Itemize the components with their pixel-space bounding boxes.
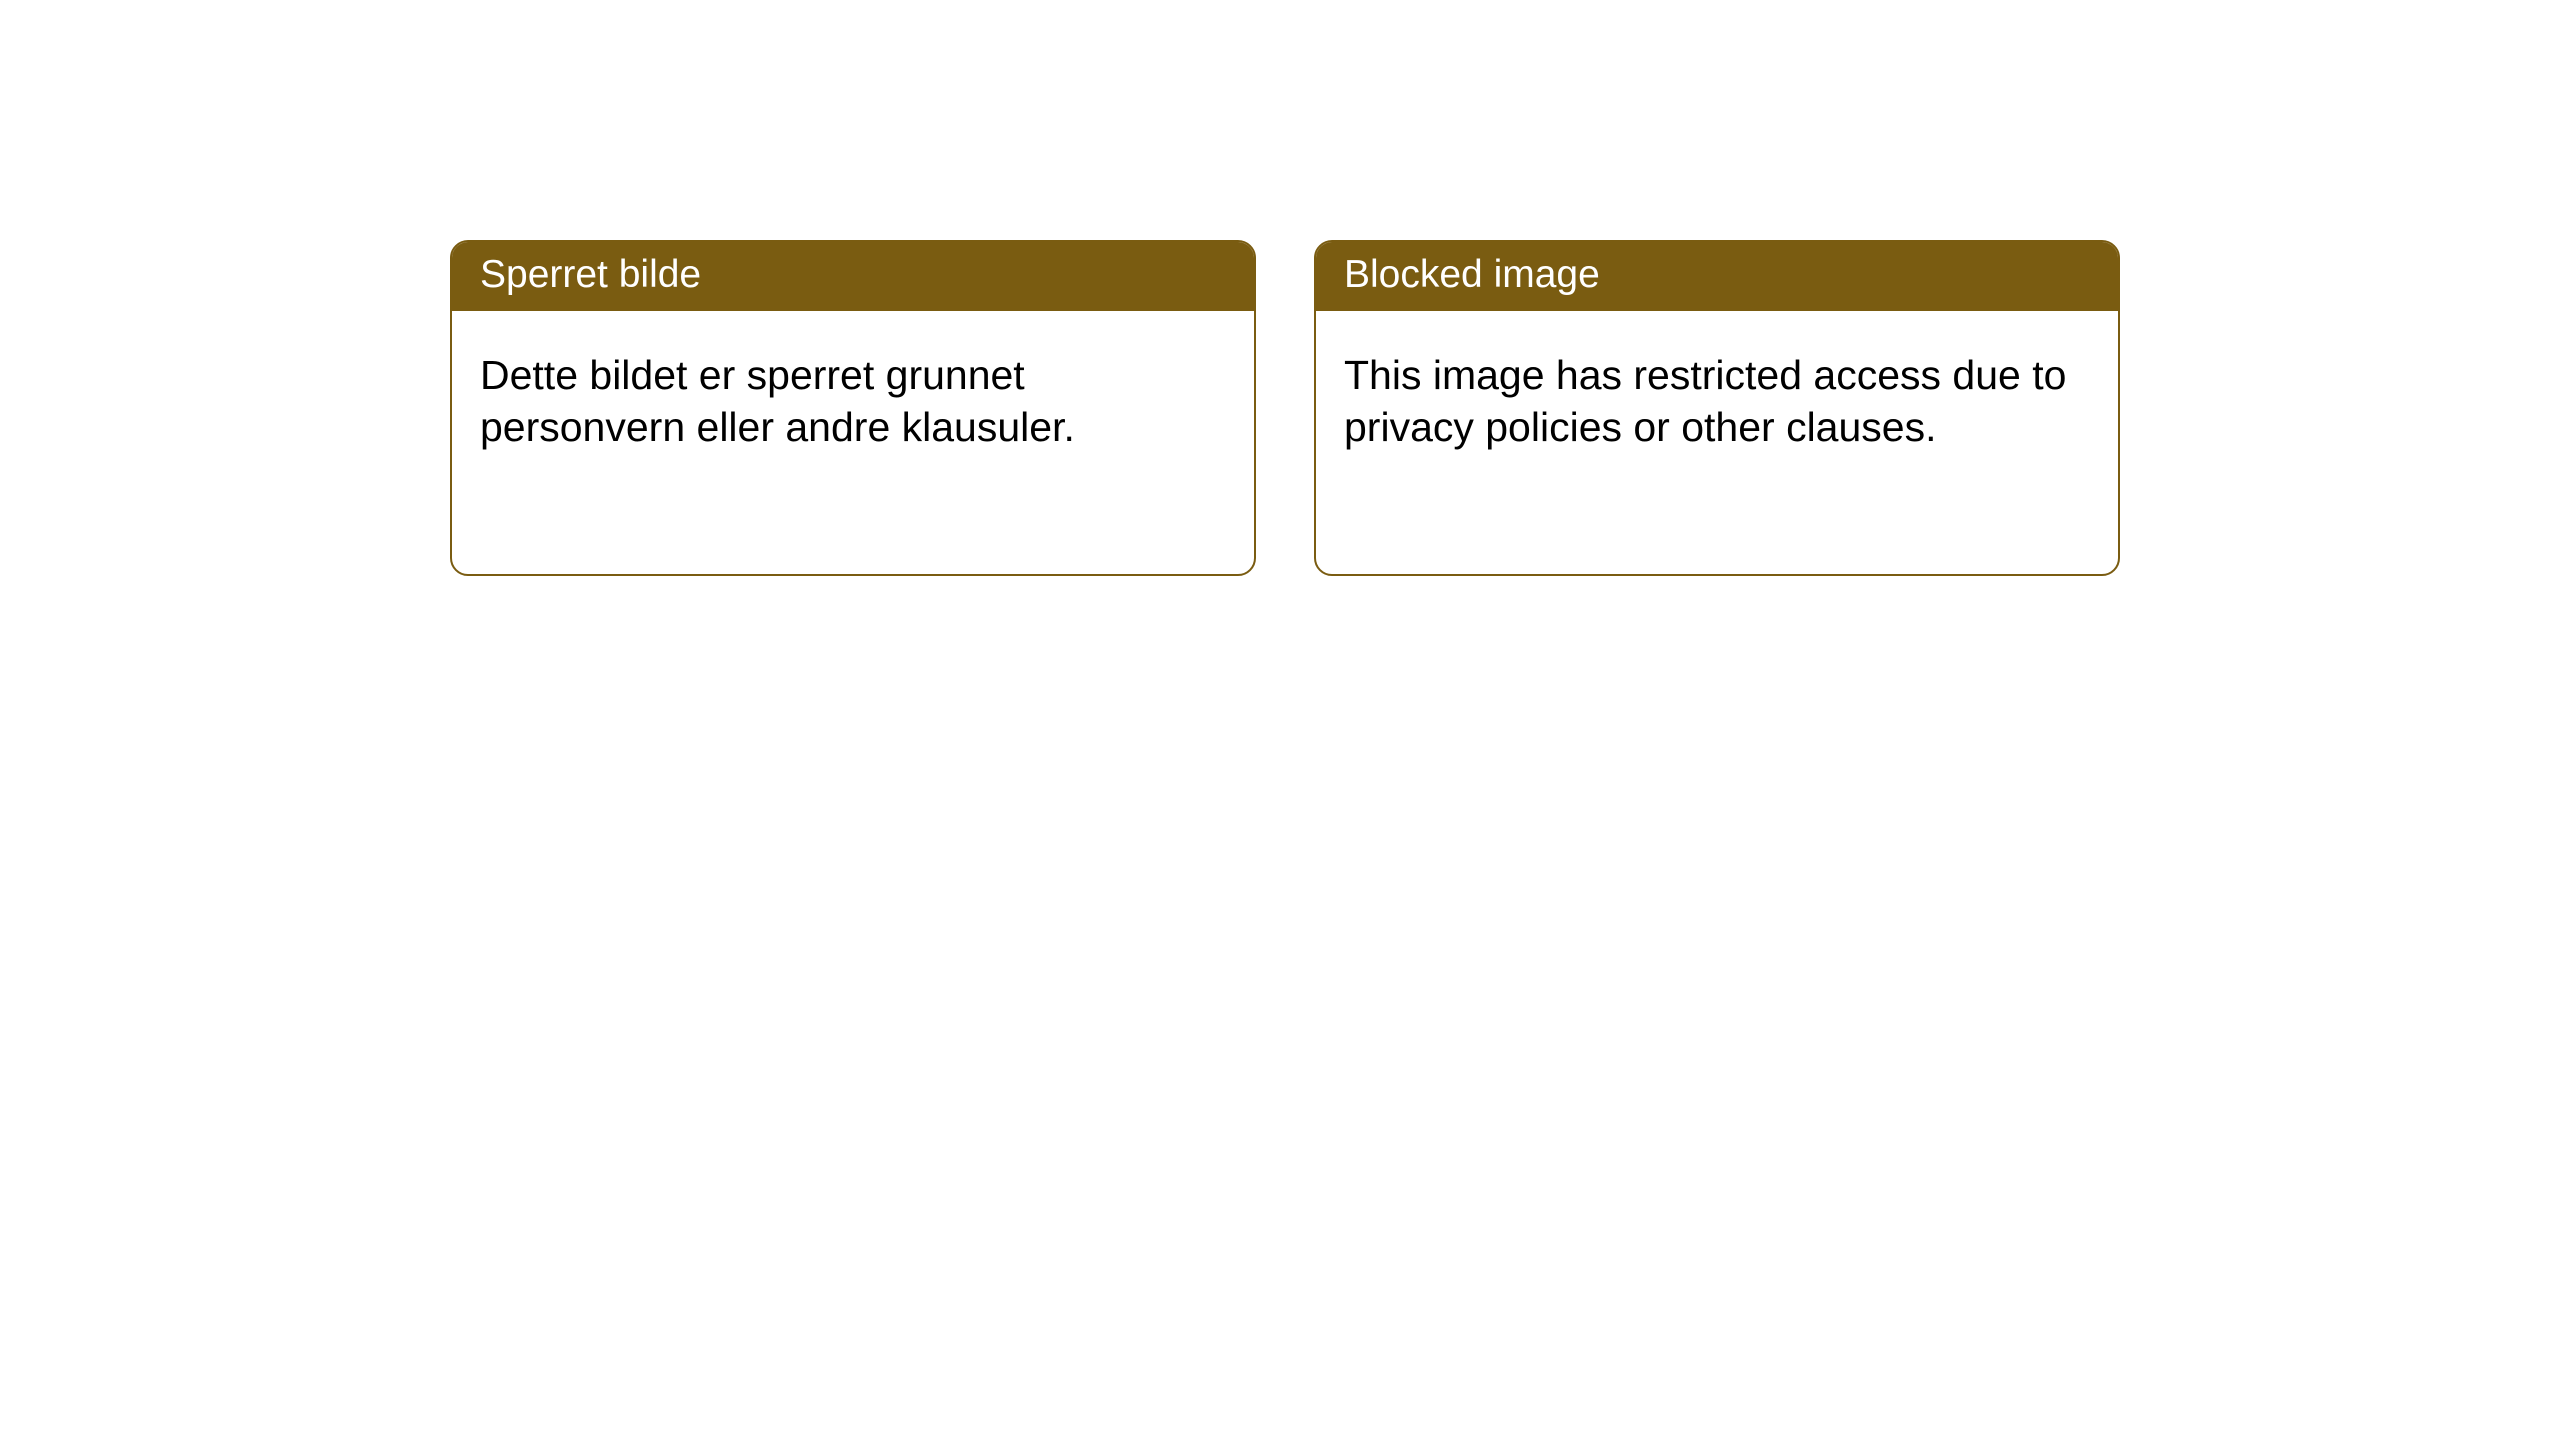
- notice-title: Blocked image: [1344, 253, 1600, 296]
- notice-title: Sperret bilde: [480, 253, 701, 296]
- notice-body: This image has restricted access due to …: [1316, 311, 2118, 482]
- notice-card-english: Blocked image This image has restricted …: [1314, 240, 2120, 576]
- notice-card-norwegian: Sperret bilde Dette bildet er sperret gr…: [450, 240, 1256, 576]
- notice-body-text: Dette bildet er sperret grunnet personve…: [480, 352, 1075, 450]
- notice-container: Sperret bilde Dette bildet er sperret gr…: [0, 0, 2560, 576]
- notice-body-text: This image has restricted access due to …: [1344, 352, 2066, 450]
- notice-header: Sperret bilde: [452, 242, 1254, 311]
- notice-body: Dette bildet er sperret grunnet personve…: [452, 311, 1254, 482]
- notice-header: Blocked image: [1316, 242, 2118, 311]
